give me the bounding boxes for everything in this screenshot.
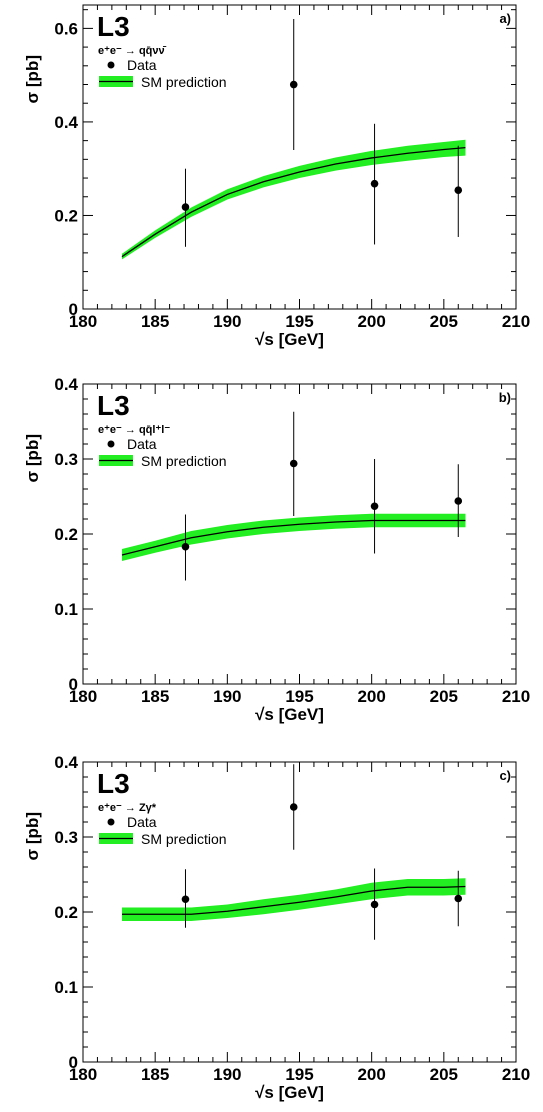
y-tick-label: 0.3 [54, 828, 78, 847]
legend-prediction-label: SM prediction [141, 74, 227, 90]
sm-prediction-band [121, 878, 466, 921]
x-tick-label: 195 [285, 687, 313, 706]
data-point [454, 186, 463, 195]
x-tick-label: 210 [502, 1065, 530, 1084]
x-tick-label: 200 [357, 687, 385, 706]
y-tick-label: 0 [69, 1053, 78, 1072]
data-point [454, 497, 463, 505]
chart-panel-b: 180 185 190 195 200 205 210 0 0.1 0.2 0.3 0.4 √s [Ge… [23, 375, 530, 724]
y-tick-label: 0 [69, 675, 78, 694]
data-point [181, 203, 190, 211]
data-point [289, 80, 298, 89]
data-point [289, 803, 298, 811]
x-tick-label: 200 [357, 312, 385, 331]
y-tick-label: 0.4 [54, 375, 78, 394]
data-point [454, 894, 463, 903]
x-tick-label: 190 [213, 1065, 241, 1084]
data-point [370, 900, 379, 909]
data-point [181, 895, 190, 904]
x-tick-label: 180 [69, 312, 97, 331]
sm-prediction-line [121, 146, 466, 258]
sm-prediction-line [121, 519, 466, 556]
x-axis-title: √s [GeV] [255, 705, 324, 724]
legend-prediction-label: SM prediction [141, 453, 227, 469]
legend-data-label: Data [127, 57, 157, 73]
sm-prediction-band [121, 513, 466, 561]
chart-panel-c: 180 185 190 195 200 205 210 0 0.1 0.2 0.3 0.4 √s [Ge… [23, 753, 530, 1102]
panel-tag: a) [499, 11, 511, 26]
experiment-label: L3 [97, 11, 130, 42]
experiment-label: L3 [97, 768, 130, 799]
y-tick-label: 0 [69, 300, 78, 319]
x-tick-label: 205 [430, 687, 458, 706]
legend-prediction-label: SM prediction [141, 831, 227, 847]
x-tick-label: 210 [502, 312, 530, 331]
process-label: e⁺e⁻ → Zγ* [98, 802, 157, 814]
x-tick-label: 180 [69, 687, 97, 706]
chart-panel-a: 180 185 190 195 200 205 210 0 0.2 0.4 0.6 √s [GeV] σ… [23, 4, 530, 349]
data-point [370, 502, 379, 511]
legend-data-marker [107, 440, 115, 448]
legend-data-label: Data [127, 814, 157, 830]
x-axis-title: √s [GeV] [255, 1083, 324, 1102]
x-tick-label: 190 [213, 687, 241, 706]
x-axis-title: √s [GeV] [255, 330, 324, 349]
y-axis-title: σ [pb] [23, 55, 42, 103]
y-axis-title: σ [pb] [23, 812, 42, 860]
experiment-label: L3 [97, 390, 130, 421]
sm-prediction-line [121, 885, 466, 915]
x-tick-label: 185 [141, 687, 169, 706]
x-tick-label: 185 [141, 1065, 169, 1084]
x-tick-label: 180 [69, 1065, 97, 1084]
y-tick-label: 0.4 [54, 753, 78, 772]
y-tick-label: 0.4 [54, 113, 78, 132]
data-point [289, 459, 298, 468]
x-tick-label: 205 [430, 1065, 458, 1084]
panel-tag: b) [499, 390, 511, 405]
legend-data-marker [107, 818, 115, 826]
data-point [370, 179, 379, 188]
y-tick-label: 0.1 [54, 978, 78, 997]
process-label: e⁺e⁻ → qq̄l⁺l⁻ [98, 424, 170, 436]
y-axis-title: σ [pb] [23, 434, 42, 482]
y-tick-label: 0.3 [54, 450, 78, 469]
data-point [181, 542, 190, 551]
process-label: e⁺e⁻ → qq̄νν̄ [98, 45, 167, 57]
x-tick-label: 195 [285, 312, 313, 331]
x-tick-label: 190 [213, 312, 241, 331]
panel-tag: c) [499, 768, 511, 783]
y-tick-label: 0.1 [54, 600, 78, 619]
y-tick-label: 0.2 [54, 206, 78, 225]
y-tick-label: 0.2 [54, 525, 78, 544]
x-tick-label: 200 [357, 1065, 385, 1084]
y-tick-label: 0.2 [54, 903, 78, 922]
x-tick-label: 210 [502, 687, 530, 706]
legend-data-label: Data [127, 436, 157, 452]
legend-data-marker [107, 61, 115, 69]
x-tick-label: 185 [141, 312, 169, 331]
x-tick-label: 195 [285, 1065, 313, 1084]
x-tick-label: 205 [430, 312, 458, 331]
y-tick-label: 0.6 [54, 19, 78, 38]
sm-prediction-band [121, 139, 466, 260]
